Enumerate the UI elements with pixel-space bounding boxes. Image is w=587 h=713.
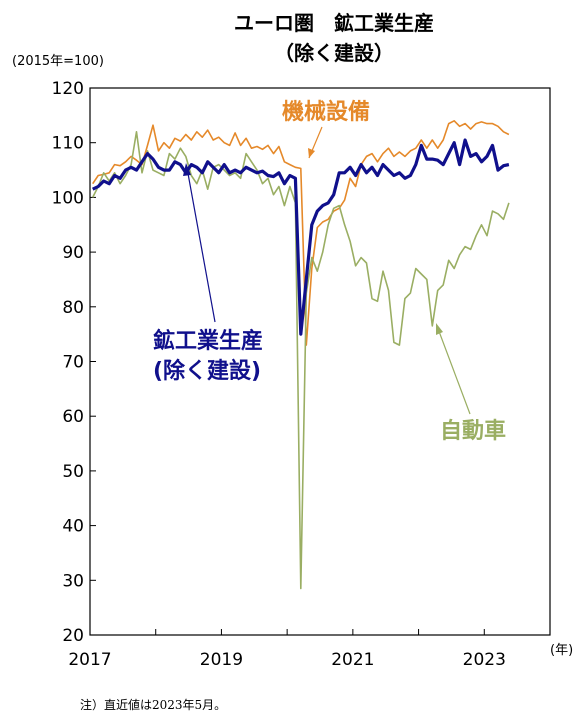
- annotation-industrial-line1: 鉱工業生産: [153, 328, 263, 354]
- y-tick-label: 40: [62, 517, 84, 537]
- y-tick-label: 120: [52, 79, 84, 99]
- y-tick-label: 60: [62, 407, 84, 427]
- annotation-machinery-arrowhead: [308, 148, 315, 158]
- footnote: 注）直近値は2023年5月。: [80, 697, 226, 712]
- x-tick-label: 2023: [463, 650, 506, 670]
- y-axis-unit: (2015年=100): [12, 54, 104, 69]
- x-tick-label: 2017: [68, 650, 111, 670]
- y-tick-label: 90: [62, 243, 84, 263]
- x-tick-label: 2019: [200, 650, 243, 670]
- x-tick-label: 2021: [331, 650, 374, 670]
- x-axis: 2017 2019 2021 2023: [68, 629, 551, 670]
- y-tick-label: 20: [62, 626, 84, 646]
- series-automobile-line: [91, 131, 510, 590]
- annotation-machinery: 機械設備: [282, 99, 370, 125]
- y-tick-label: 110: [52, 134, 84, 154]
- series-industrial-line: [91, 138, 510, 336]
- annotation-automobile-arrowhead: [436, 323, 443, 335]
- annotation-industrial-line2: (除く建設): [153, 358, 261, 384]
- annotation-automobile: 自動車: [440, 418, 506, 444]
- series-machinery-line: [92, 120, 510, 346]
- chart-title-line1: ユーロ圏 鉱工業生産: [234, 11, 434, 35]
- y-tick-label: 80: [62, 298, 84, 318]
- annotation-industrial-arrow: [186, 167, 216, 323]
- annotation-automobile-arrow: [436, 325, 471, 415]
- y-tick-label: 30: [62, 571, 84, 591]
- y-tick-label: 50: [62, 462, 84, 482]
- series-layer: [91, 120, 510, 590]
- y-tick-label: 100: [52, 188, 84, 208]
- y-tick-label: 70: [62, 353, 84, 373]
- annotation-industrial-arrowhead: [183, 163, 191, 176]
- y-axis: 20 30 40 50 60 70 80 90 100 110 120: [52, 79, 96, 646]
- x-axis-unit: (年): [550, 643, 573, 658]
- chart-title-line2: （除く建設）: [274, 41, 394, 65]
